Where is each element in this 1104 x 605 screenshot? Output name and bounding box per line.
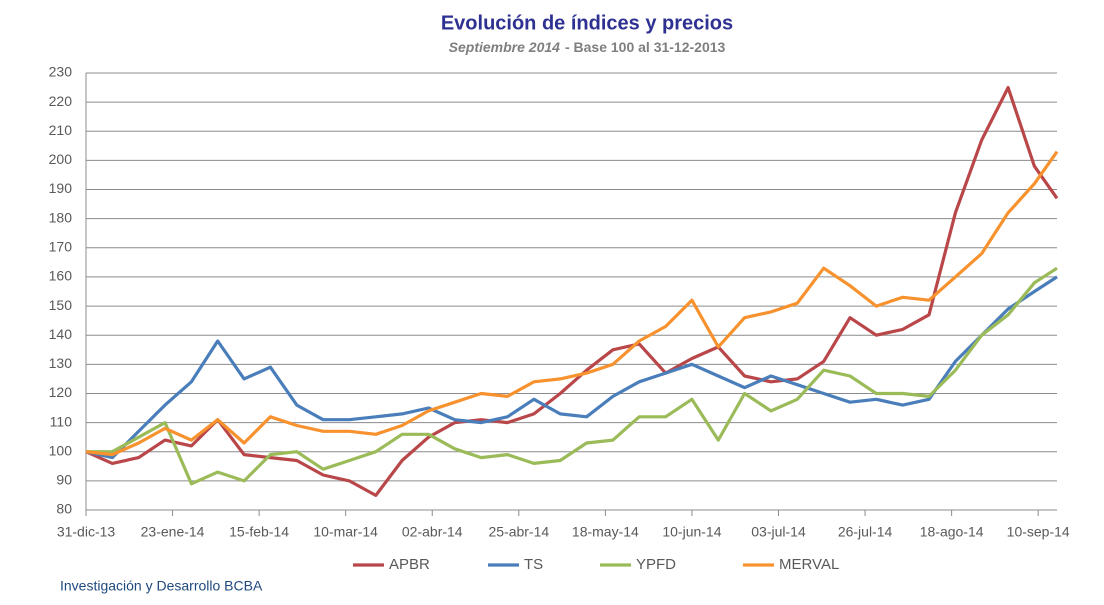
subtitle-part: - Base 100 al 31-12-2013 bbox=[565, 39, 726, 55]
y-tick-label: 150 bbox=[49, 297, 73, 313]
y-tick-label: 200 bbox=[49, 151, 73, 167]
y-tick-label: 180 bbox=[49, 209, 73, 225]
y-tick-label: 220 bbox=[49, 93, 73, 109]
x-tick-label: 18-ago-14 bbox=[920, 524, 984, 540]
x-tick-label: 26-jul-14 bbox=[838, 524, 893, 540]
x-tick-label: 02-abr-14 bbox=[402, 524, 463, 540]
y-tick-label: 100 bbox=[49, 442, 73, 458]
y-tick-label: 80 bbox=[56, 501, 72, 517]
chart-title: Evolución de índices y precios bbox=[441, 12, 733, 34]
chart-subtitle: Septiembre 2014 - Base 100 al 31-12-2013 bbox=[449, 39, 726, 55]
legend-label: MERVAL bbox=[779, 556, 839, 573]
x-tick-label: 10-mar-14 bbox=[313, 524, 378, 540]
y-tick-label: 110 bbox=[50, 413, 73, 429]
x-tick-label: 18-may-14 bbox=[572, 524, 639, 540]
y-tick-label: 90 bbox=[56, 472, 72, 488]
x-tick-label: 10-sep-14 bbox=[1007, 524, 1070, 540]
legend-label: TS bbox=[524, 556, 543, 573]
y-tick-label: 230 bbox=[49, 64, 73, 80]
y-tick-label: 210 bbox=[49, 122, 73, 138]
x-tick-label: 31-dic-13 bbox=[57, 524, 116, 540]
legend-label: APBR bbox=[389, 556, 430, 573]
y-tick-label: 170 bbox=[49, 239, 73, 255]
y-tick-label: 120 bbox=[49, 384, 73, 400]
y-tick-label: 160 bbox=[49, 268, 73, 284]
series-line bbox=[85, 275, 1058, 460]
x-tick-label: 10-jun-14 bbox=[662, 524, 721, 540]
subtitle-part: Septiembre 2014 bbox=[449, 39, 560, 55]
legend-label: YPFD bbox=[636, 556, 676, 573]
y-tick-label: 140 bbox=[49, 326, 73, 342]
x-tick-label: 03-jul-14 bbox=[751, 524, 806, 540]
x-tick-label: 15-feb-14 bbox=[229, 524, 289, 540]
y-tick-label: 130 bbox=[49, 355, 73, 371]
footer: Investigación y Desarrollo BCBA bbox=[60, 578, 263, 594]
x-tick-label: 25-abr-14 bbox=[488, 524, 549, 540]
series-line bbox=[85, 150, 1059, 457]
x-tick-label: 23-ene-14 bbox=[141, 524, 205, 540]
series-line bbox=[85, 86, 1059, 497]
y-tick-label: 190 bbox=[49, 180, 73, 196]
series-line bbox=[86, 266, 1058, 486]
